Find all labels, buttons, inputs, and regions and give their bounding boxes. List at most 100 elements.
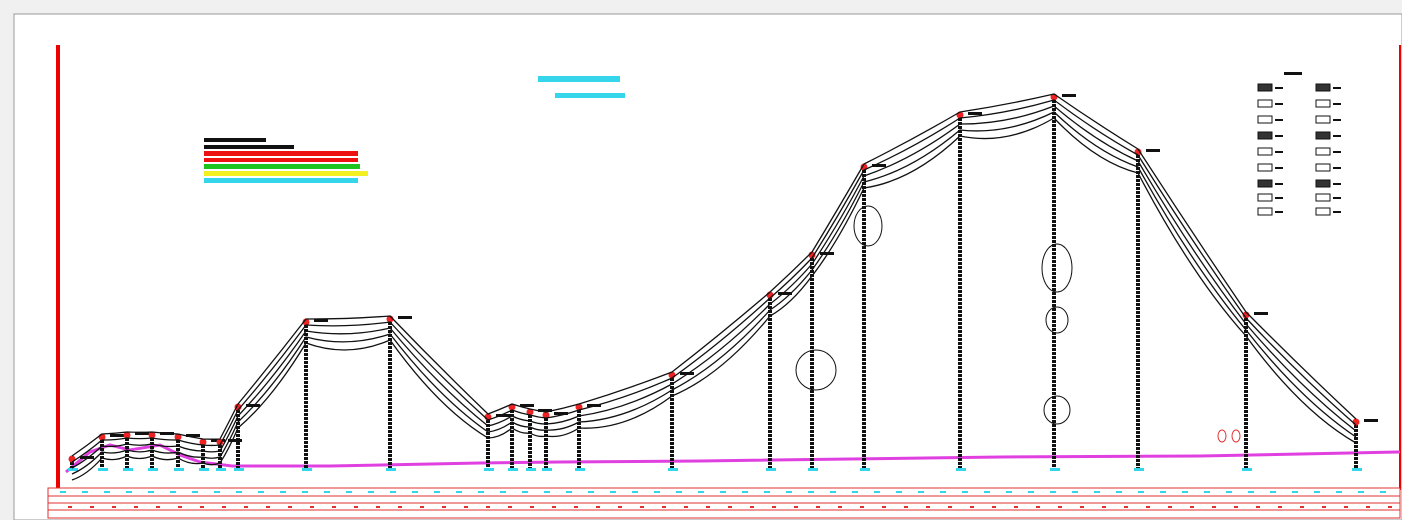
table-mark	[1314, 491, 1320, 493]
legend-symbol	[1315, 131, 1331, 140]
tower-tag	[148, 468, 158, 471]
table-mark	[940, 491, 946, 493]
table-mark	[1248, 491, 1254, 493]
tower-top	[199, 438, 207, 446]
tower-tag	[123, 468, 133, 471]
note-line	[204, 145, 294, 149]
table-mark	[288, 506, 292, 508]
table-mark	[1256, 506, 1260, 508]
table-mark	[1138, 491, 1144, 493]
legend-text	[1333, 211, 1341, 213]
table-mark	[750, 506, 754, 508]
legend-text	[1275, 87, 1283, 89]
legend-symbol	[1257, 193, 1273, 202]
tower-label	[314, 319, 328, 322]
legend-symbol	[1315, 83, 1331, 92]
legend-text	[1275, 103, 1283, 105]
table-mark	[244, 506, 248, 508]
marker	[1217, 429, 1227, 443]
legend-symbol	[1315, 207, 1331, 216]
table-mark	[82, 491, 88, 493]
table-mark	[500, 491, 506, 493]
tower-tag	[386, 468, 396, 471]
table-mark	[200, 506, 204, 508]
legend-symbol	[1315, 179, 1331, 188]
table-mark	[566, 491, 572, 493]
conductor	[71, 99, 1357, 463]
tower-label	[80, 456, 94, 459]
legend-text	[1275, 211, 1283, 213]
legend-title	[1284, 72, 1302, 75]
detail-circle	[1041, 243, 1073, 293]
legend-symbol	[1315, 147, 1331, 156]
conductor	[71, 111, 1357, 475]
table-mark	[882, 506, 886, 508]
towers	[68, 93, 1378, 471]
table-mark	[192, 491, 198, 493]
tower-tag	[526, 468, 536, 471]
tower-tag	[860, 468, 870, 471]
note-line-red	[204, 158, 358, 162]
table-mark	[1124, 506, 1128, 508]
table-mark	[1212, 506, 1216, 508]
tower-tag	[766, 468, 776, 471]
legend-text	[1275, 151, 1283, 153]
legend-text	[1275, 183, 1283, 185]
table-marks	[60, 491, 1392, 508]
tower-tag	[808, 468, 818, 471]
tower-tag	[484, 468, 494, 471]
detail-circle	[1043, 395, 1071, 425]
table-mark	[786, 491, 792, 493]
table-mark	[1058, 506, 1062, 508]
legend-symbol	[1315, 163, 1331, 172]
tower-label	[186, 434, 200, 437]
table-mark	[354, 506, 358, 508]
table-mark	[1050, 491, 1056, 493]
table-mark	[984, 491, 990, 493]
tower-label	[1146, 149, 1160, 152]
table-mark	[456, 491, 462, 493]
table-mark	[1006, 491, 1012, 493]
table-mark	[860, 506, 864, 508]
table-mark	[926, 506, 930, 508]
table-mark	[852, 491, 858, 493]
table-mark	[398, 506, 402, 508]
tower-label	[135, 432, 149, 435]
tower-tag	[216, 468, 226, 471]
table-mark	[486, 506, 490, 508]
table-mark	[1080, 506, 1084, 508]
table-mark	[346, 491, 352, 493]
table-mark	[1336, 491, 1342, 493]
note-line	[204, 138, 266, 142]
legend-symbol	[1257, 83, 1273, 92]
table-mark	[1380, 491, 1386, 493]
table-mark	[376, 506, 380, 508]
table-mark	[838, 506, 842, 508]
tower-label	[820, 252, 834, 255]
table-mark	[544, 491, 550, 493]
conductor	[71, 117, 1357, 481]
table-mark	[68, 506, 72, 508]
table-mark	[706, 506, 710, 508]
marker	[1231, 429, 1241, 443]
legend	[1257, 72, 1341, 216]
legend-text	[1275, 119, 1283, 121]
tower-top	[526, 408, 534, 416]
tower-tag	[68, 468, 78, 471]
table-mark	[1036, 506, 1040, 508]
conductors	[71, 93, 1357, 481]
table-mark	[112, 506, 116, 508]
legend-symbol	[1257, 131, 1273, 140]
table-mark	[588, 491, 594, 493]
tower-label	[1254, 312, 1268, 315]
table-mark	[1226, 491, 1232, 493]
legend-text	[1333, 183, 1341, 185]
tower-label	[228, 439, 242, 442]
table-mark	[962, 491, 968, 493]
table-mark	[412, 491, 418, 493]
table-mark	[574, 506, 578, 508]
table-mark	[1072, 491, 1078, 493]
table-mark	[1388, 506, 1392, 508]
legend-symbol	[1315, 115, 1331, 124]
table-mark	[764, 491, 770, 493]
